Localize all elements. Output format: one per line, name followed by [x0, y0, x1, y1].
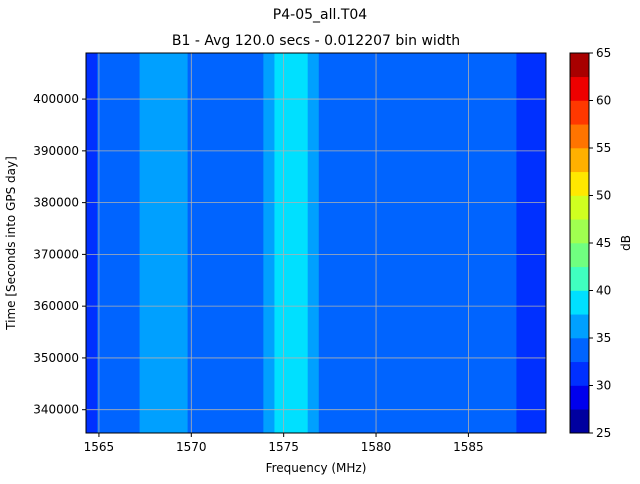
heatmap-band-9 — [516, 53, 547, 433]
colorbar-segment-7 — [570, 243, 589, 268]
colorbar-segment-9 — [570, 195, 589, 220]
colorbar-tick-label-4: 45 — [596, 236, 611, 250]
colorbar-segment-0 — [570, 409, 589, 434]
x-tick-label-1: 1570 — [176, 440, 207, 454]
y-tick-label-5: 390000 — [33, 144, 79, 158]
colorbar-segment-13 — [570, 100, 589, 125]
x-tick-label-0: 1565 — [84, 440, 115, 454]
colorbar-segment-15 — [570, 53, 589, 78]
colorbar-tick-label-6: 55 — [596, 141, 611, 155]
y-axis-label: Time [Seconds into GPS day] — [4, 156, 18, 331]
colorbar-segment-10 — [570, 171, 589, 196]
x-axis-label: Frequency (MHz) — [266, 461, 367, 475]
y-tick-label-6: 400000 — [33, 92, 79, 106]
colorbar: 25 30 35 40 45 50 55 60 65 — [569, 46, 611, 440]
heatmap-band-4 — [187, 53, 264, 433]
x-axis: 1565 1570 1575 1580 1585 — [84, 433, 484, 454]
colorbar-label: dB — [619, 235, 633, 251]
y-tick-label-3: 370000 — [33, 247, 79, 261]
colorbar-tick-label-7: 60 — [596, 94, 611, 108]
plot-frame — [85, 52, 547, 434]
x-tick-label-3: 1580 — [361, 440, 392, 454]
heatmap-band-1 — [97, 53, 104, 433]
plot-area — [86, 53, 547, 433]
colorbar-segment-3 — [570, 338, 589, 363]
colorbar-segment-11 — [570, 148, 589, 173]
chart-subtitle: B1 - Avg 120.0 secs - 0.012207 bin width — [172, 33, 460, 49]
heatmap-band-0 — [86, 53, 98, 433]
x-tick-label-2: 1575 — [268, 440, 299, 454]
colorbar-segment-6 — [570, 266, 589, 291]
y-tick-label-0: 340000 — [33, 403, 79, 417]
y-tick-label-4: 380000 — [33, 196, 79, 210]
y-tick-label-2: 360000 — [33, 299, 79, 313]
x-tick-label-4: 1585 — [453, 440, 484, 454]
colorbar-segment-1 — [570, 385, 589, 410]
colorbar-tick-label-5: 50 — [596, 189, 611, 203]
colorbar-tick-label-2: 35 — [596, 331, 611, 345]
colorbar-segment-2 — [570, 361, 589, 386]
heatmap-band-6 — [274, 53, 309, 433]
heatmap-band-3 — [139, 53, 189, 433]
heatmap-band-5 — [263, 53, 275, 433]
y-tick-label-1: 350000 — [33, 351, 79, 365]
colorbar-segment-14 — [570, 76, 589, 101]
grid-lines — [86, 53, 546, 433]
colorbar-segment-5 — [570, 290, 589, 315]
colorbar-segment-12 — [570, 124, 589, 149]
colorbar-segment-8 — [570, 219, 589, 244]
colorbar-tick-label-0: 25 — [596, 426, 611, 440]
colorbar-tick-label-3: 40 — [596, 284, 611, 298]
heatmap-band-7 — [307, 53, 320, 433]
chart-title: P4-05_all.T04 — [273, 7, 367, 23]
colorbar-segment-4 — [570, 314, 589, 339]
heatmap-band-2 — [102, 53, 141, 433]
colorbar-tick-label-1: 30 — [596, 379, 611, 393]
heatmap-band-8 — [318, 53, 517, 433]
colorbar-tick-label-8: 65 — [596, 46, 611, 60]
y-axis: 340000 350000 360000 370000 380000 390000 4000… — [33, 92, 86, 417]
